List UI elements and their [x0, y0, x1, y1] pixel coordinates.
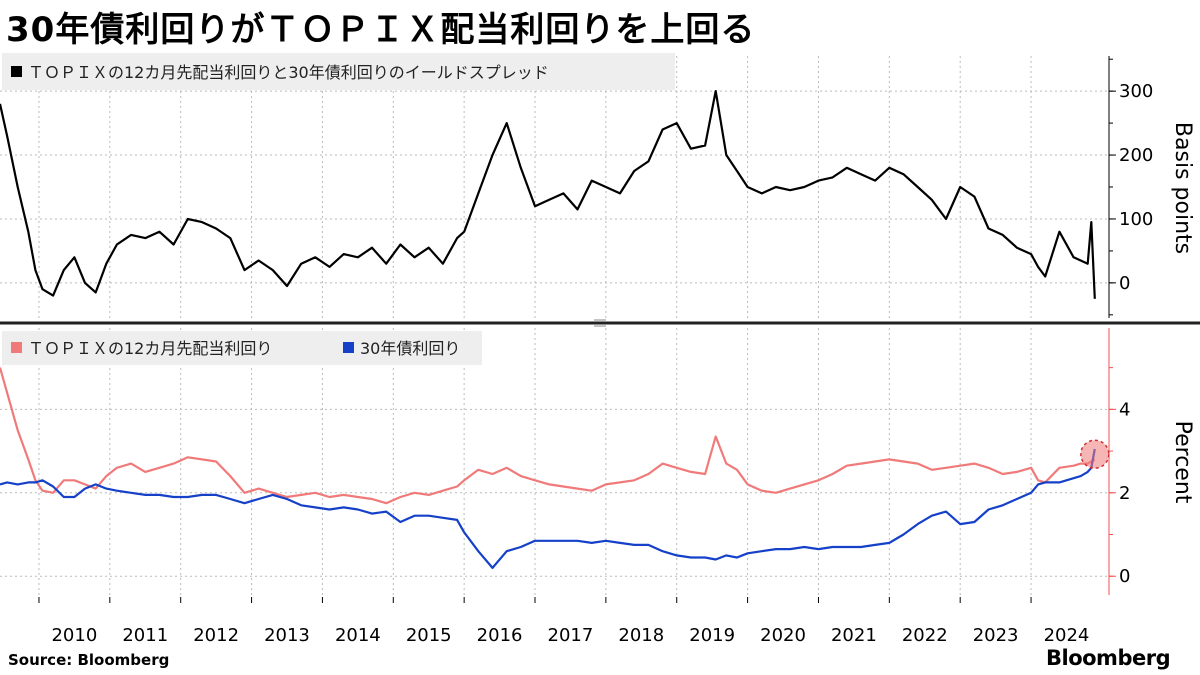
upper-legend-box — [2, 53, 675, 90]
upper-gridlines — [0, 56, 1109, 318]
lower-legend-box — [2, 331, 482, 365]
x-tick-label: 2012 — [193, 625, 239, 646]
upper-y-tick-label: 300 — [1119, 81, 1153, 102]
x-tick-label: 2013 — [264, 625, 310, 646]
lower-y-ticks: 4 2 0 — [1109, 367, 1130, 587]
lower-legend-swatch-jgb — [343, 342, 354, 353]
lower-gridlines — [0, 328, 1109, 595]
upper-panel: ＴＯＰＩＸの12カ月先配当利回りと30年債利回りのイールドスプレッド 300 20… — [0, 53, 1195, 318]
upper-y-ticks: 300 200 100 0 — [1109, 58, 1153, 316]
x-tick-label: 2017 — [548, 625, 594, 646]
chart-title: 30年債利回りがＴＯＰＩＸ配当利回りを上回る — [6, 10, 756, 50]
x-tick-label: 2023 — [973, 625, 1019, 646]
crossover-highlight-marker — [1080, 439, 1110, 469]
x-tick-label: 2024 — [1044, 625, 1090, 646]
x-tick-label: 2016 — [477, 625, 523, 646]
x-tick-label: 2010 — [51, 625, 97, 646]
x-tick-label: 2019 — [689, 625, 735, 646]
upper-series — [0, 90, 1096, 299]
lower-panel: ＴＯＰＩＸの12カ月先配当利回り 30年債利回り 4 2 0 Percent — [0, 328, 1195, 595]
lower-y-tick-label: 2 — [1119, 483, 1130, 504]
upper-legend-swatch — [11, 66, 22, 77]
lower-series — [0, 367, 1096, 569]
upper-y-tick-label: 200 — [1119, 145, 1153, 166]
x-tick-label: 2021 — [831, 625, 877, 646]
lower-y-tick-label: 0 — [1119, 566, 1130, 587]
upper-series-line-0 — [0, 90, 1096, 299]
lower-legend-label-topix: ＴＯＰＩＸの12カ月先配当利回り — [28, 339, 272, 358]
lower-y-axis-title: Percent — [1170, 421, 1195, 504]
x-tick-label: 2014 — [335, 625, 381, 646]
lower-legend-swatch-topix — [11, 342, 22, 353]
lower-series-line-0 — [0, 367, 1096, 505]
x-tick-label: 2015 — [406, 625, 452, 646]
upper-y-tick-label: 0 — [1119, 273, 1130, 294]
x-tick-label: 2022 — [902, 625, 948, 646]
lower-y-tick-label: 4 — [1119, 399, 1130, 420]
upper-y-tick-label: 100 — [1119, 209, 1153, 230]
brand-logo: Bloomberg — [1046, 646, 1171, 670]
upper-y-axis-title: Basis points — [1170, 122, 1195, 254]
x-tick-label: 2020 — [760, 625, 806, 646]
x-axis: 2010 2011 2012 2013 2014 2015 2016 2017 2018 2019… — [38, 597, 1090, 646]
source-note: Source: Bloomberg — [8, 651, 170, 669]
x-tick-label: 2011 — [122, 625, 168, 646]
lower-legend-label-jgb: 30年債利回り — [360, 339, 460, 358]
lower-series-line-1 — [0, 448, 1096, 569]
upper-legend-label: ＴＯＰＩＸの12カ月先配当利回りと30年債利回りのイールドスプレッド — [28, 63, 549, 82]
x-tick-label: 2018 — [618, 625, 664, 646]
